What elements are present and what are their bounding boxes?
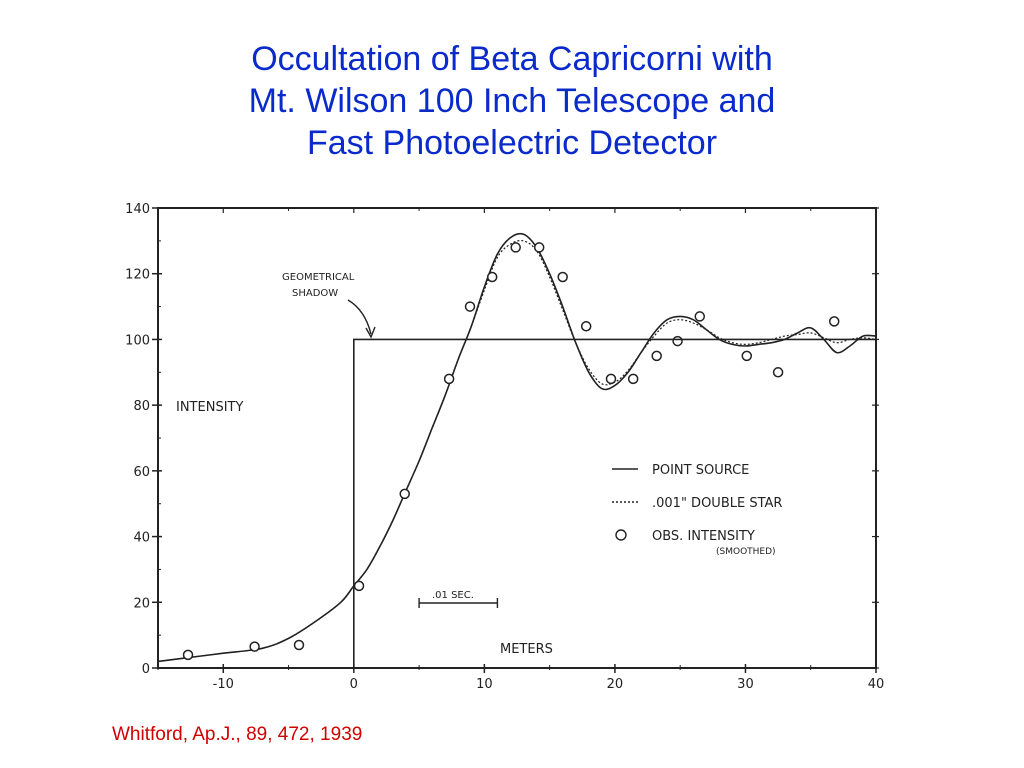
obs-intensity-point <box>182 649 194 661</box>
slide-title: Occultation of Beta Capricorni with Mt. … <box>0 38 1024 164</box>
legend-label-obs: OBS. INTENSITY <box>652 529 755 544</box>
ylabel: INTENSITY <box>176 400 243 415</box>
x-tick-label: 10 <box>476 677 493 692</box>
x-tick-label: 20 <box>607 677 624 692</box>
obs-intensity-point <box>464 301 476 312</box>
xlabel: METERS <box>500 642 553 657</box>
legend-swatch-obs <box>615 529 627 541</box>
y-tick-label: 60 <box>133 465 150 480</box>
shadow-label-line-1: GEOMETRICAL <box>282 272 355 283</box>
obs-intensity-point <box>486 271 498 283</box>
title-line-1: Occultation of Beta Capricorni with <box>251 40 773 78</box>
obs-intensity-point <box>293 639 305 651</box>
point-source-curve <box>157 232 877 663</box>
x-tick-label: -10 <box>213 677 234 692</box>
obs-intensity-point <box>627 373 639 385</box>
y-tick-label: 80 <box>133 399 150 414</box>
title-line-2: Mt. Wilson 100 Inch Telescope and <box>248 82 776 120</box>
x-tick-label: 40 <box>868 677 885 692</box>
shadow-arrowhead <box>365 326 376 339</box>
obs-intensity-point <box>443 373 455 385</box>
obs-intensity-point <box>741 350 753 362</box>
chart-annotations: INTENSITY METERS GEOMETRICAL SHADOW .01 … <box>176 272 553 657</box>
legend-sublabel-obs: (SMOOTHED) <box>716 547 776 557</box>
chart-series <box>157 232 877 669</box>
chart-axes <box>157 207 877 669</box>
obs-intensity-point <box>510 242 521 253</box>
obs-intensity-point <box>533 242 545 253</box>
obs-intensity-point <box>694 311 706 322</box>
obs-intensity-point <box>828 316 840 327</box>
y-tick-label: 0 <box>142 662 150 677</box>
obs-intensity-point <box>399 488 410 500</box>
y-tick-label: 140 <box>125 202 150 217</box>
legend-label-point-source: POINT SOURCE <box>652 463 749 478</box>
obs-intensity-point <box>353 580 365 592</box>
legend-label-double-star: .001" DOUBLE STAR <box>652 496 782 511</box>
y-tick-label: 120 <box>125 268 150 283</box>
shadow-arrow <box>347 299 372 335</box>
obs-intensity-point <box>651 350 662 362</box>
title-line-3: Fast Photoelectric Detector <box>306 124 718 162</box>
chart-legend: POINT SOURCE .001" DOUBLE STAR OBS. INTE… <box>612 463 782 557</box>
chart-ticks: 0 20 40 60 80 100 120 140 -10 0 10 20 30 40 <box>125 202 884 692</box>
x-tick-label: 0 <box>350 677 358 692</box>
obs-intensity-point <box>580 321 592 332</box>
obs-intensity-point <box>772 367 784 378</box>
y-tick-label: 40 <box>133 531 150 546</box>
x-tick-label: 30 <box>737 677 754 692</box>
y-tick-label: 100 <box>125 333 150 348</box>
geometrical-shadow-line <box>158 338 876 669</box>
obs-intensity-point <box>249 641 260 652</box>
y-tick-label: 20 <box>133 596 150 611</box>
obs-intensity-point <box>672 335 683 347</box>
obs-intensity-point <box>557 271 568 283</box>
citation: Whitford, Ap.J., 89, 472, 1939 <box>112 724 363 745</box>
obs-intensity-point <box>605 373 617 385</box>
double-star-curve <box>157 239 877 662</box>
plot-frame <box>157 207 877 669</box>
time-scale-label: .01 SEC. <box>432 590 474 601</box>
shadow-label-line-2: SHADOW <box>292 288 338 299</box>
